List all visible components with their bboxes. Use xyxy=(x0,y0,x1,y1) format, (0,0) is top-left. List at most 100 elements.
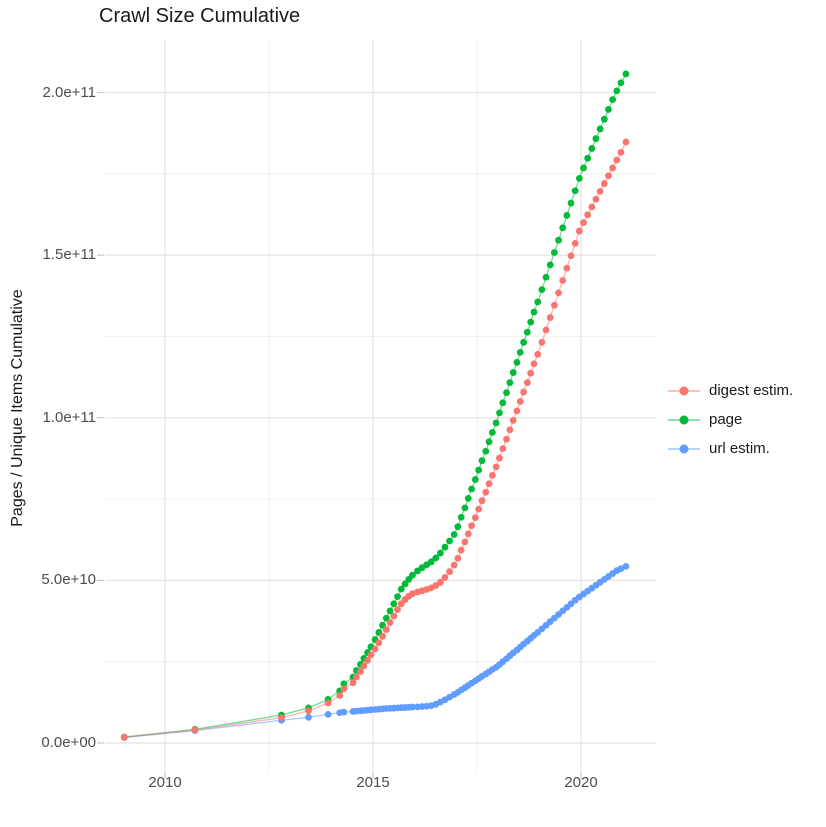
data-point-page xyxy=(441,543,449,551)
data-point-page xyxy=(450,531,458,538)
y-tick-label: 0.0e+00 xyxy=(41,734,96,751)
data-point-page xyxy=(461,504,469,512)
data-point-page xyxy=(506,379,514,387)
data-point-page xyxy=(571,187,579,195)
data-point-page xyxy=(580,164,587,172)
legend-label: url estim. xyxy=(709,440,770,457)
data-point-digest-estim xyxy=(617,148,625,156)
y-tick-label: 5.0e+10 xyxy=(41,571,96,589)
data-point-digest-estim xyxy=(120,733,128,741)
data-point-page xyxy=(340,680,348,688)
data-point-digest-estim xyxy=(575,227,583,235)
data-point-page xyxy=(397,585,405,593)
x-tick-label: 2015 xyxy=(356,774,390,791)
data-point-page xyxy=(513,359,521,366)
data-point-page xyxy=(523,328,531,336)
data-point-page xyxy=(592,135,600,143)
data-point-digest-estim xyxy=(580,219,587,227)
data-point-page xyxy=(509,369,517,376)
data-point-page xyxy=(409,571,416,579)
data-point-page xyxy=(464,495,472,502)
data-point-page xyxy=(386,607,394,615)
data-point-digest-estim xyxy=(546,314,554,321)
data-point-page xyxy=(563,212,571,219)
data-point-digest-estim xyxy=(475,505,483,513)
data-point-digest-estim xyxy=(520,388,527,396)
data-point-page xyxy=(617,79,625,87)
data-point-digest-estim xyxy=(482,488,490,496)
data-point-digest-estim xyxy=(488,471,496,479)
data-point-url-estim xyxy=(340,708,348,716)
data-point-digest-estim xyxy=(492,463,500,471)
data-point-page xyxy=(516,348,524,356)
legend-key-icon xyxy=(668,412,700,428)
data-point-digest-estim xyxy=(360,662,368,670)
x-tick-label: 2010 xyxy=(148,774,182,791)
data-point-digest-estim xyxy=(530,360,538,368)
data-point-digest-estim xyxy=(390,612,398,620)
data-point-digest-estim xyxy=(534,350,542,358)
data-point-page xyxy=(485,438,493,446)
data-point-page xyxy=(555,236,562,244)
data-point-digest-estim xyxy=(340,685,348,693)
legend-key-dot xyxy=(679,444,689,453)
data-point-page xyxy=(390,600,398,608)
data-point-page xyxy=(520,338,527,346)
data-point-digest-estim xyxy=(584,211,592,219)
data-point-page xyxy=(588,145,596,152)
data-point-digest-estim xyxy=(305,707,312,715)
legend-item-page: page xyxy=(668,405,793,434)
data-point-page xyxy=(436,549,444,557)
data-point-page xyxy=(550,249,558,256)
data-point-url-estim xyxy=(622,562,630,570)
data-point-digest-estim xyxy=(563,264,571,272)
legend-key-icon xyxy=(668,383,700,399)
data-point-digest-estim xyxy=(468,522,475,530)
data-point-page xyxy=(600,115,608,123)
data-point-digest-estim xyxy=(523,379,531,387)
data-point-digest-estim xyxy=(441,574,449,581)
legend-key-dot xyxy=(679,386,689,395)
data-point-page xyxy=(546,261,554,269)
legend-item-url-estim: url estim. xyxy=(668,434,793,463)
chart-title: Crawl Size Cumulative xyxy=(99,5,301,27)
data-point-digest-estim xyxy=(506,426,514,434)
data-point-digest-estim xyxy=(436,578,444,586)
data-point-digest-estim xyxy=(371,645,379,653)
data-point-digest-estim xyxy=(367,651,375,659)
data-point-digest-estim xyxy=(542,326,550,334)
data-point-page xyxy=(382,614,390,622)
data-point-digest-estim xyxy=(464,530,472,538)
data-point-digest-estim xyxy=(538,338,546,346)
data-point-page xyxy=(613,87,621,95)
data-point-page xyxy=(575,174,583,182)
y-tick-label: 1.5e+11 xyxy=(42,246,96,264)
data-point-page xyxy=(538,286,546,294)
data-point-digest-estim xyxy=(324,699,332,707)
data-point-page xyxy=(503,389,510,397)
data-point-digest-estim xyxy=(503,435,510,443)
data-point-digest-estim xyxy=(382,626,390,633)
data-point-digest-estim xyxy=(450,561,458,569)
data-point-digest-estim xyxy=(567,252,575,260)
data-point-digest-estim xyxy=(605,172,612,180)
data-point-page xyxy=(401,580,409,588)
data-point-digest-estim xyxy=(550,301,558,309)
data-point-digest-estim xyxy=(485,480,493,488)
data-point-page xyxy=(534,298,542,306)
data-point-digest-estim xyxy=(609,164,617,172)
legend-label: digest estim. xyxy=(709,382,794,399)
y-axis-title: Pages / Unique Items Cumulative xyxy=(9,289,26,527)
data-point-digest-estim xyxy=(478,497,486,505)
data-point-page xyxy=(446,537,453,545)
data-point-digest-estim xyxy=(600,180,608,187)
y-tick-label: 2.0e+11 xyxy=(42,83,96,101)
data-point-page xyxy=(432,554,440,562)
data-point-digest-estim xyxy=(559,277,567,284)
data-point-digest-estim xyxy=(571,240,579,247)
data-point-page xyxy=(427,558,435,566)
data-point-digest-estim xyxy=(454,554,462,562)
data-point-digest-estim xyxy=(191,726,199,734)
